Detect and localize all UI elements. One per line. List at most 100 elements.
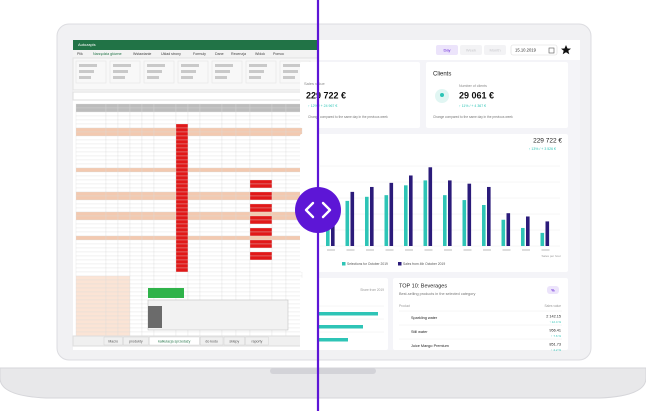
menu-item[interactable]: Plik [77,52,83,56]
cell [285,131,303,137]
cell [221,131,237,137]
formula-bar [72,91,319,101]
cell [221,223,237,229]
ribbon-icon [181,64,199,67]
cell [187,163,201,169]
cell [199,163,223,169]
sheet-tab[interactable] [123,336,149,346]
sheet-tab-label[interactable]: sklepy [229,339,239,343]
sheet-tab[interactable] [103,336,123,346]
menu-item[interactable]: Dane [215,52,224,56]
cell [249,239,273,245]
bar [540,232,545,246]
cell [249,167,273,173]
cell [105,231,119,237]
cell [105,171,119,177]
cell [75,283,107,289]
sheet-tab[interactable] [245,336,269,346]
cell [271,267,287,273]
cell [187,263,201,269]
cell [129,311,143,317]
cell [221,291,237,297]
sheet-tab[interactable] [223,336,245,346]
cell [199,139,223,145]
cell [141,175,155,181]
cell [271,159,287,165]
sheet-tab-label[interactable]: kalkulacja sprzedaży [158,339,191,343]
cell [117,131,131,137]
sheet-tab-label[interactable]: raporty [251,339,262,343]
cell [129,319,143,325]
cell [235,163,251,169]
date-input[interactable] [510,44,558,56]
period-button[interactable] [460,45,482,55]
badge[interactable] [547,286,559,294]
sheet-tab-label[interactable]: do kodu [205,339,218,343]
cell [271,215,287,221]
cell [175,275,189,281]
cell [141,231,155,237]
cell [75,127,107,133]
product-value: 956.41 [549,329,561,333]
period-label[interactable]: Month [489,48,500,53]
sheet-tab[interactable] [149,336,200,346]
favorite-star[interactable] [561,45,571,55]
period-label[interactable]: Day [443,48,450,53]
cell [271,239,287,245]
cell [187,223,201,229]
cell [129,307,143,313]
cell [129,259,143,265]
sheet-tab[interactable] [200,336,224,346]
sheet-tab-label[interactable]: produkty [129,339,143,343]
ribbon-group [245,60,277,84]
cell [271,187,287,193]
cell [199,291,223,297]
cell [105,275,119,281]
cell [285,255,303,261]
cell [221,171,237,177]
cell [187,155,201,161]
menu-item[interactable]: Recenzja [231,52,246,56]
sheet-tab-label[interactable]: Macro [108,339,118,343]
cell [199,147,223,153]
cell [285,127,303,133]
menu-item[interactable]: Wstawianie [133,52,151,56]
cell [285,159,303,165]
cell [249,271,273,277]
cell [75,315,107,321]
cell [153,155,177,161]
cell [175,119,189,125]
menu-item[interactable]: Formuły [193,52,206,56]
cell [199,179,223,185]
cell [117,235,131,241]
period-label[interactable]: Week [466,48,476,53]
cell [199,283,223,289]
bar [384,195,389,246]
cell [249,139,273,145]
cell [271,191,287,197]
cell [175,255,189,261]
badge-text: % [551,289,555,293]
cell [235,259,251,265]
cell [117,243,131,249]
menu-item[interactable]: Widok [255,52,265,56]
cell [235,267,251,273]
cell [75,211,107,217]
cell [249,135,273,141]
period-button[interactable] [436,45,458,55]
column-header: Product [399,304,410,308]
slider-handle[interactable] [295,187,341,233]
cell [199,243,223,249]
cell [129,103,143,109]
menu-item[interactable]: Pomoc [273,52,284,56]
menu-item[interactable]: Narzędzia główne [93,52,122,56]
cell [153,271,177,277]
period-button[interactable] [484,45,506,55]
menu-item[interactable]: Układ strony [161,52,181,56]
cell [129,131,143,137]
cell [199,195,223,201]
cell [235,159,251,165]
cell [221,163,237,169]
cell [249,195,273,201]
cell [235,123,251,129]
